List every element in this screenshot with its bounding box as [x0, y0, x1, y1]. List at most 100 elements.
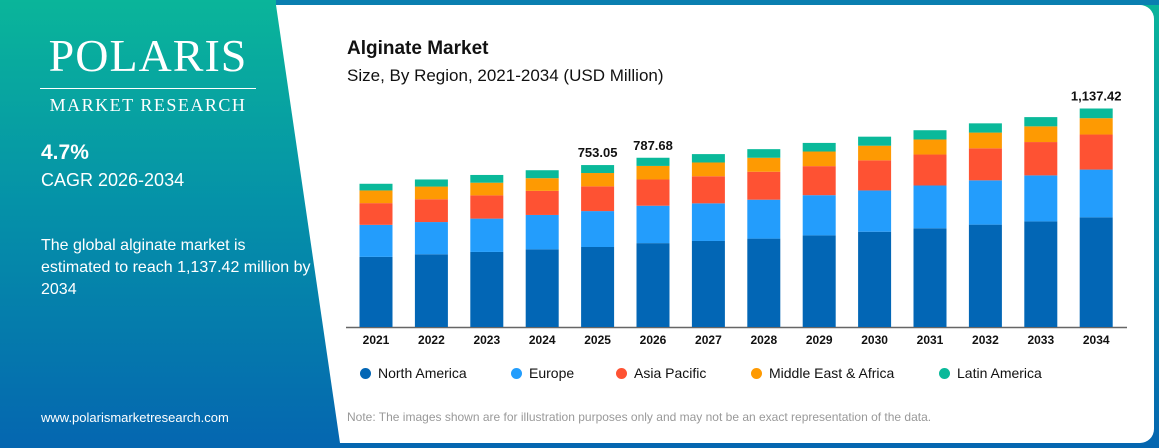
bar-middle-east-africa-2021 — [359, 190, 393, 204]
chart-legend: North America Europe Asia Pacific Middle Ea… — [0, 365, 1159, 385]
x-tick-label: 2027 — [695, 333, 722, 347]
bar-asia-pacific-2028 — [747, 171, 781, 200]
x-tick-label: 2024 — [529, 333, 556, 347]
bar-latin-america-2033 — [1024, 117, 1058, 127]
x-tick-label: 2023 — [473, 333, 500, 347]
x-tick-label: 2029 — [806, 333, 833, 347]
bar-north-america-2026 — [636, 243, 670, 327]
x-tick-label: 2025 — [584, 333, 611, 347]
bar-asia-pacific-2032 — [968, 148, 1002, 181]
bar-asia-pacific-2026 — [636, 179, 670, 206]
bar-north-america-2029 — [802, 235, 836, 327]
bar-europe-2030 — [858, 190, 892, 232]
bar-asia-pacific-2033 — [1024, 142, 1058, 176]
x-tick-label: 2021 — [363, 333, 390, 347]
bar-asia-pacific-2022 — [414, 199, 448, 223]
polaris-logo: POLARIS MARKET RESEARCH — [40, 32, 256, 116]
legend-item: Middle East & Africa — [751, 365, 894, 381]
bar-latin-america-2025 — [581, 165, 615, 174]
bar-europe-2029 — [802, 195, 836, 236]
bar-north-america-2030 — [858, 231, 892, 327]
bar-north-america-2032 — [968, 224, 1002, 327]
bar-europe-2024 — [525, 214, 559, 250]
bar-asia-pacific-2021 — [359, 203, 393, 225]
x-tick-label: 2028 — [750, 333, 777, 347]
bar-north-america-2033 — [1024, 221, 1058, 327]
legend-dot-icon — [511, 367, 522, 379]
bar-europe-2026 — [636, 205, 670, 244]
bar-europe-2027 — [691, 203, 725, 241]
cagr-label: CAGR 2026-2034 — [41, 170, 185, 190]
bar-middle-east-africa-2025 — [581, 173, 615, 187]
x-tick-label: 2033 — [1027, 333, 1054, 347]
legend-dot-icon — [360, 367, 371, 379]
bar-latin-america-2031 — [913, 130, 947, 140]
bar-asia-pacific-2031 — [913, 154, 947, 186]
bar-asia-pacific-2023 — [470, 195, 504, 219]
bar-north-america-2021 — [359, 256, 393, 327]
bar-north-america-2025 — [581, 247, 615, 327]
bar-europe-2032 — [968, 180, 1002, 225]
bar-middle-east-africa-2027 — [691, 162, 725, 177]
bar-latin-america-2028 — [747, 149, 781, 158]
market-description: The global alginate market is estimated … — [41, 237, 311, 298]
bar-asia-pacific-2025 — [581, 186, 615, 212]
bar-europe-2028 — [747, 199, 781, 239]
bar-latin-america-2030 — [858, 136, 892, 146]
bar-north-america-2022 — [414, 254, 448, 327]
legend-item: Europe — [511, 365, 574, 381]
bar-latin-america-2022 — [414, 179, 448, 187]
data-label: 1,137.42 — [1071, 89, 1122, 104]
bar-asia-pacific-2024 — [525, 190, 559, 215]
bar-north-america-2034 — [1079, 217, 1113, 327]
legend-label: Asia Pacific — [634, 365, 707, 381]
bar-middle-east-africa-2022 — [414, 186, 448, 200]
x-tick-label: 2030 — [861, 333, 888, 347]
chart-subtitle: Size, By Region, 2021-2034 (USD Million) — [347, 66, 664, 85]
x-tick-label: 2032 — [972, 333, 999, 347]
legend-label: Europe — [529, 365, 575, 381]
bar-europe-2034 — [1079, 169, 1113, 218]
legend-dot-icon — [939, 367, 950, 379]
bar-middle-east-africa-2030 — [858, 145, 892, 161]
bar-middle-east-africa-2029 — [802, 151, 836, 167]
bar-north-america-2031 — [913, 228, 947, 327]
bar-latin-america-2021 — [359, 183, 393, 191]
bar-middle-east-africa-2028 — [747, 157, 781, 172]
bar-north-america-2027 — [691, 240, 725, 327]
bar-latin-america-2034 — [1079, 108, 1113, 119]
bar-asia-pacific-2029 — [802, 166, 836, 196]
legend-dot-icon — [616, 367, 627, 379]
x-tick-label: 2034 — [1083, 333, 1110, 347]
legend-item: Latin America — [939, 365, 1042, 381]
legend-label: Middle East & Africa — [769, 365, 895, 381]
data-label: 787.68 — [633, 138, 673, 153]
logo-name: POLARIS — [48, 30, 248, 81]
bar-latin-america-2032 — [968, 123, 1002, 133]
bar-europe-2025 — [581, 211, 615, 247]
logo-divider — [40, 88, 256, 89]
bar-middle-east-africa-2031 — [913, 139, 947, 155]
bar-europe-2022 — [414, 222, 448, 255]
bar-north-america-2023 — [470, 251, 504, 327]
bar-europe-2033 — [1024, 175, 1058, 222]
website-link[interactable]: www.polarismarketresearch.com — [41, 410, 229, 425]
logo-tagline: MARKET RESEARCH — [49, 95, 247, 115]
bar-latin-america-2027 — [691, 154, 725, 163]
x-tick-label: 2031 — [917, 333, 944, 347]
x-tick-label: 2022 — [418, 333, 445, 347]
legend-item: Asia Pacific — [616, 365, 706, 381]
bar-asia-pacific-2034 — [1079, 134, 1113, 170]
bar-middle-east-africa-2026 — [636, 165, 670, 180]
bar-latin-america-2026 — [636, 157, 670, 166]
data-label: 753.05 — [578, 145, 618, 160]
legend-item: North America — [360, 365, 467, 381]
bar-north-america-2028 — [747, 238, 781, 327]
chart-title: Alginate Market — [347, 38, 489, 59]
bar-north-america-2024 — [525, 249, 559, 327]
top-accent-line — [276, 0, 1159, 5]
bar-latin-america-2029 — [802, 142, 836, 152]
bar-asia-pacific-2027 — [691, 176, 725, 204]
legend-label: North America — [378, 365, 467, 381]
